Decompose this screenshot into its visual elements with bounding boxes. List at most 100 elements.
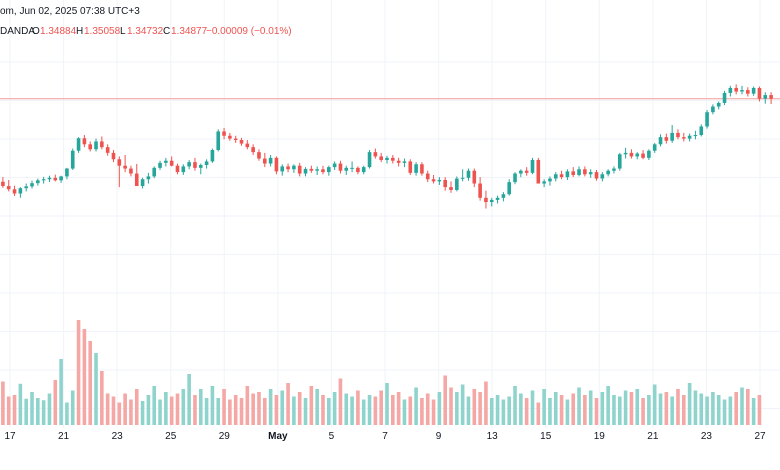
- candle-body: [553, 174, 558, 179]
- volume-bar: [65, 402, 69, 425]
- volume-bar: [623, 390, 628, 425]
- volume-bar: [367, 395, 372, 425]
- candle-body: [327, 167, 331, 173]
- candle-body: [647, 150, 651, 158]
- candle: [711, 104, 715, 115]
- candle: [652, 142, 657, 153]
- candle-body: [478, 183, 482, 198]
- candle: [268, 155, 273, 167]
- candle: [350, 161, 354, 173]
- volume-bar: [466, 396, 471, 425]
- candle-body: [344, 167, 349, 171]
- candle: [315, 166, 319, 175]
- candle-body: [571, 171, 576, 175]
- candle: [664, 133, 669, 144]
- candle: [251, 144, 255, 155]
- volume-bar: [431, 399, 436, 425]
- candle-body: [600, 174, 605, 179]
- volume-bar: [734, 392, 738, 425]
- candle-body: [565, 171, 570, 178]
- candle-body: [455, 178, 459, 190]
- candle-body: [239, 140, 244, 144]
- volume-bar: [536, 402, 541, 425]
- volume-bar: [257, 392, 261, 425]
- candle-body: [548, 178, 552, 182]
- volume-bar: [181, 389, 186, 425]
- ohlc-open-label: O: [32, 26, 40, 37]
- volume-bar: [711, 392, 715, 425]
- volume-bar: [76, 320, 81, 425]
- candle-body: [629, 152, 634, 157]
- candle: [105, 144, 110, 156]
- candle-body: [268, 157, 273, 164]
- candle: [158, 160, 162, 170]
- candle: [1, 177, 5, 188]
- volume-bar: [251, 393, 255, 425]
- candle-body: [82, 138, 87, 145]
- candle: [553, 172, 558, 182]
- volume-bar: [356, 390, 360, 425]
- candle: [402, 158, 407, 168]
- volume-bar: [12, 395, 17, 425]
- candle: [728, 85, 733, 97]
- volume-bar: [728, 396, 733, 425]
- candle-body: [420, 164, 424, 174]
- candle-body: [70, 150, 75, 169]
- candle-body: [705, 112, 709, 127]
- volume-bar: [693, 390, 698, 425]
- candle-body: [757, 87, 762, 99]
- candle-body: [466, 170, 471, 178]
- volume-bar: [408, 396, 413, 425]
- candle-body: [431, 179, 436, 182]
- candle: [6, 179, 11, 192]
- candle-body: [303, 168, 308, 174]
- candle: [705, 110, 709, 129]
- volume-bar: [484, 381, 488, 425]
- volume-bar: [600, 392, 605, 425]
- volume-bar: [542, 389, 546, 425]
- candle-body: [763, 95, 768, 99]
- candle: [233, 135, 238, 143]
- candle-body: [280, 166, 285, 172]
- volume-bar: [396, 392, 401, 425]
- candle-body: [367, 152, 372, 168]
- volume-bar: [6, 396, 11, 425]
- volume-bar: [373, 396, 378, 425]
- x-tick-label: 21: [647, 431, 659, 442]
- volume-bar: [606, 386, 610, 425]
- candle-body: [47, 177, 52, 180]
- volume-bar: [105, 393, 110, 425]
- volume-bar: [612, 395, 616, 425]
- ohlc-low-label: L: [120, 26, 126, 37]
- candle: [297, 162, 302, 177]
- volume-bar: [332, 392, 337, 425]
- ohlc-high-value: 1.35058: [84, 26, 121, 37]
- candle: [484, 190, 488, 209]
- candle-body: [198, 164, 203, 168]
- candle: [716, 101, 721, 110]
- candle-body: [129, 168, 133, 174]
- candle: [257, 149, 261, 161]
- volume-bar: [286, 383, 290, 425]
- candle: [327, 165, 331, 176]
- candle: [542, 179, 546, 188]
- ohlc-legend: DANDA O 1.34884 H 1.35058 L 1.34732 C 1.…: [0, 26, 292, 37]
- candle-body: [501, 194, 506, 198]
- candle-body: [204, 161, 209, 165]
- volume-bar: [297, 392, 302, 425]
- candle-body: [117, 159, 122, 166]
- candle-body: [257, 152, 261, 159]
- volume-bar: [699, 393, 704, 425]
- volume-bar: [379, 390, 383, 425]
- candle: [740, 85, 744, 95]
- volume-bar: [152, 386, 157, 425]
- volume-bar: [583, 395, 587, 425]
- volume-bar: [129, 399, 133, 425]
- candle-body: [408, 161, 413, 173]
- candle-body: [373, 152, 378, 157]
- candle-body: [734, 87, 738, 92]
- volume-bar: [664, 392, 669, 425]
- x-tick-label: 21: [58, 431, 70, 442]
- candle-body: [769, 95, 773, 99]
